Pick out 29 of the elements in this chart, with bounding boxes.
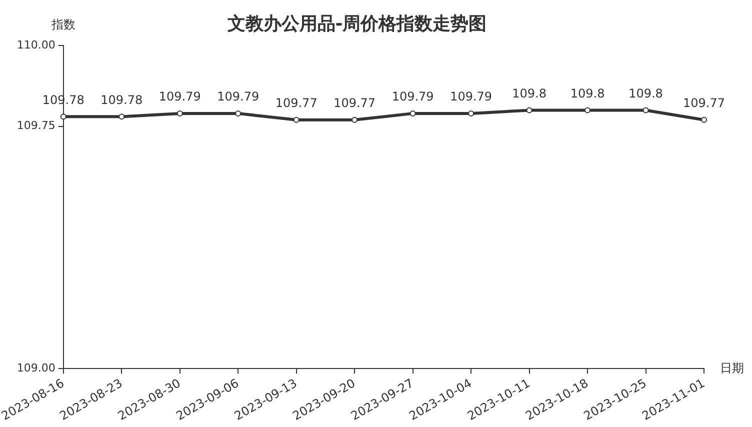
point	[701, 116, 707, 123]
data-label: 109.79	[158, 90, 201, 104]
data-label: 109.79	[392, 90, 434, 104]
point	[468, 110, 474, 116]
point	[60, 114, 66, 120]
data-label: 109.79	[450, 90, 492, 104]
point	[235, 110, 242, 116]
data-label: 109.8	[628, 86, 663, 100]
y-axis-title: 指数	[50, 18, 76, 32]
data-label: 109.78	[100, 92, 143, 107]
point	[352, 116, 358, 123]
chart-title: 文教办公用品-周价格指数走势图	[226, 13, 487, 34]
x-axis-title: 日期	[720, 360, 744, 375]
point	[642, 107, 649, 114]
y-tick-label: 110.00	[16, 38, 56, 52]
data-label: 109.8	[570, 86, 605, 100]
data-label: 109.77	[275, 96, 318, 110]
point	[526, 107, 532, 114]
point	[176, 110, 183, 116]
data-label: 109.77	[334, 96, 376, 110]
point	[410, 110, 416, 116]
point	[584, 107, 591, 114]
data-label: 109.8	[512, 86, 546, 100]
point	[293, 116, 300, 123]
data-label: 109.79	[217, 90, 260, 104]
data-label: 109.77	[683, 96, 725, 110]
y-tick-label: 109.00	[16, 362, 56, 375]
y-tick-label: 109.75	[16, 119, 56, 132]
point	[118, 114, 125, 120]
